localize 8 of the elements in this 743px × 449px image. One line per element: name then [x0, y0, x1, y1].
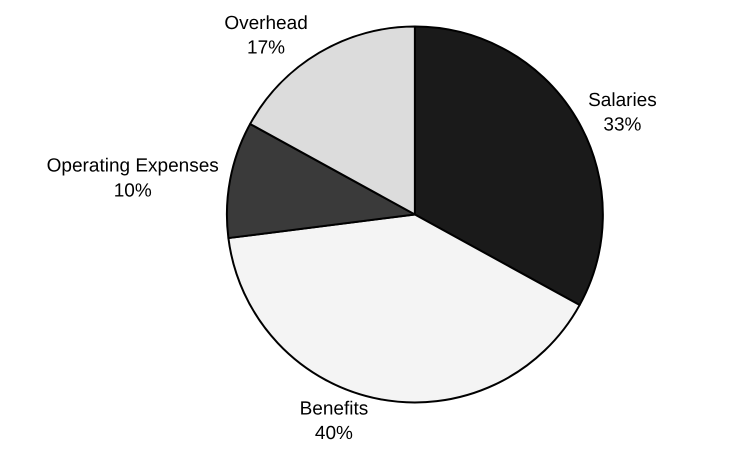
slice-label: Salaries — [588, 90, 657, 112]
slice-label: Benefits — [300, 398, 368, 420]
data-label: 17% — [247, 38, 286, 59]
slice-label: Operating Expenses — [46, 156, 219, 177]
data-label: 40% — [314, 423, 354, 444]
data-label: 33% — [603, 114, 642, 136]
data-label: 10% — [114, 180, 152, 202]
slice-label: Overhead — [224, 12, 308, 34]
